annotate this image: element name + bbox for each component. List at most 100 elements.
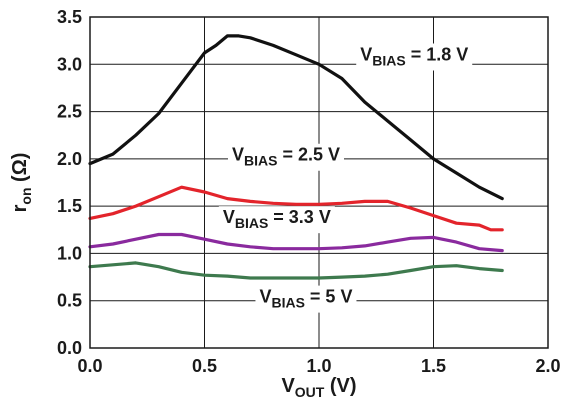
data-point <box>203 51 206 55</box>
data-point <box>226 274 229 278</box>
series-labels: VBIAS = 1.8 V VBIAS = 2.5 V VBIAS = 3.3 V V… <box>218 43 473 313</box>
series-label-background <box>255 285 357 313</box>
data-point <box>317 276 321 280</box>
series-label-background <box>227 143 344 171</box>
data-point <box>478 223 481 227</box>
y-tick-label: 1.0 <box>57 243 82 263</box>
data-point <box>134 238 137 241</box>
x-tick-label: 0.5 <box>192 356 217 376</box>
data-point <box>478 247 481 250</box>
data-point <box>363 274 366 278</box>
data-point <box>489 228 492 231</box>
y-axis-title: ron (Ω) <box>9 153 34 213</box>
data-point <box>294 247 298 250</box>
data-point <box>134 204 137 208</box>
y-axis-ticks: 0.0 0.5 1.0 1.5 2.0 2.5 3.0 3.5 <box>57 7 82 358</box>
x-axis-ticks: 0.0 0.5 1.0 1.5 2.0 <box>77 356 560 376</box>
data-point <box>501 228 504 231</box>
data-point <box>432 265 435 268</box>
data-point <box>386 273 389 276</box>
data-point <box>272 202 275 205</box>
y-tick-label: 3.5 <box>57 7 82 27</box>
data-point <box>386 119 389 123</box>
data-point <box>501 249 504 252</box>
data-point <box>203 273 206 277</box>
data-point <box>386 200 389 203</box>
series-label-background <box>356 43 473 71</box>
y-tick-label: 3.0 <box>57 54 82 74</box>
data-point <box>157 233 160 236</box>
plot-frame <box>89 16 549 349</box>
data-point <box>134 134 137 137</box>
data-point <box>111 152 115 156</box>
y-tick-label: 2.5 <box>57 102 82 122</box>
series-label-text: VBIAS = 3.3 V <box>223 207 331 231</box>
data-point <box>340 77 344 80</box>
data-point <box>455 221 458 225</box>
data-point <box>180 82 183 85</box>
data-point <box>294 203 298 206</box>
series-label-text: VBIAS = 2.5 V <box>232 145 340 169</box>
data-point <box>214 44 218 47</box>
data-point <box>294 276 298 280</box>
data-point <box>455 171 458 175</box>
data-point <box>409 206 412 210</box>
data-point <box>226 197 229 200</box>
x-tick-label: 1.5 <box>421 356 446 376</box>
y-tick-label: 2.0 <box>57 149 82 169</box>
data-point <box>409 269 412 272</box>
data-point <box>203 238 206 241</box>
data-point <box>478 267 481 270</box>
y-tick-label: 0.5 <box>57 291 82 311</box>
data-point <box>363 244 366 248</box>
data-point <box>157 112 160 115</box>
data-point <box>317 247 321 250</box>
series-label-text: VBIAS = 1.8 V <box>360 45 468 69</box>
series-label-3: VBIAS = 5 V <box>255 285 357 313</box>
data-point <box>409 138 412 142</box>
data-point <box>237 34 241 38</box>
data-point <box>409 237 412 240</box>
y-tick-label: 1.5 <box>57 196 82 216</box>
data-point <box>249 245 252 249</box>
series-label-0: VBIAS = 1.8 V <box>356 43 473 71</box>
data-point <box>111 242 115 246</box>
x-tick-label: 2.0 <box>535 356 560 376</box>
y-tick-label: 0.0 <box>57 338 82 358</box>
data-point <box>134 261 137 265</box>
data-point <box>203 190 206 194</box>
data-point <box>501 197 504 200</box>
data-point <box>363 100 366 104</box>
x-tick-label: 1.0 <box>306 356 331 376</box>
data-point <box>180 186 183 189</box>
data-point <box>386 240 389 244</box>
data-point <box>272 276 275 280</box>
data-point <box>272 44 275 47</box>
data-point <box>432 214 435 217</box>
data-point <box>432 236 435 239</box>
data-point <box>157 195 160 198</box>
series-label-2: VBIAS = 3.3 V <box>218 206 335 234</box>
series-line-3 <box>88 261 504 280</box>
data-point <box>340 246 344 249</box>
data-point <box>432 157 435 161</box>
data-point <box>180 233 183 236</box>
data-point <box>294 53 298 57</box>
data-point <box>455 240 458 244</box>
data-point <box>226 34 229 38</box>
data-point <box>272 247 275 250</box>
series-label-1: VBIAS = 2.5 V <box>227 143 344 171</box>
data-point <box>157 265 160 268</box>
series-lines <box>88 34 504 280</box>
data-point <box>180 271 183 274</box>
series-label-text: VBIAS = 5 V <box>259 287 352 311</box>
data-point <box>249 276 252 280</box>
data-point <box>317 203 321 206</box>
data-point <box>340 275 344 279</box>
data-point <box>249 200 252 203</box>
data-point <box>478 186 481 189</box>
data-point <box>226 242 229 246</box>
series-line-1 <box>88 185 504 232</box>
data-point <box>111 263 115 266</box>
